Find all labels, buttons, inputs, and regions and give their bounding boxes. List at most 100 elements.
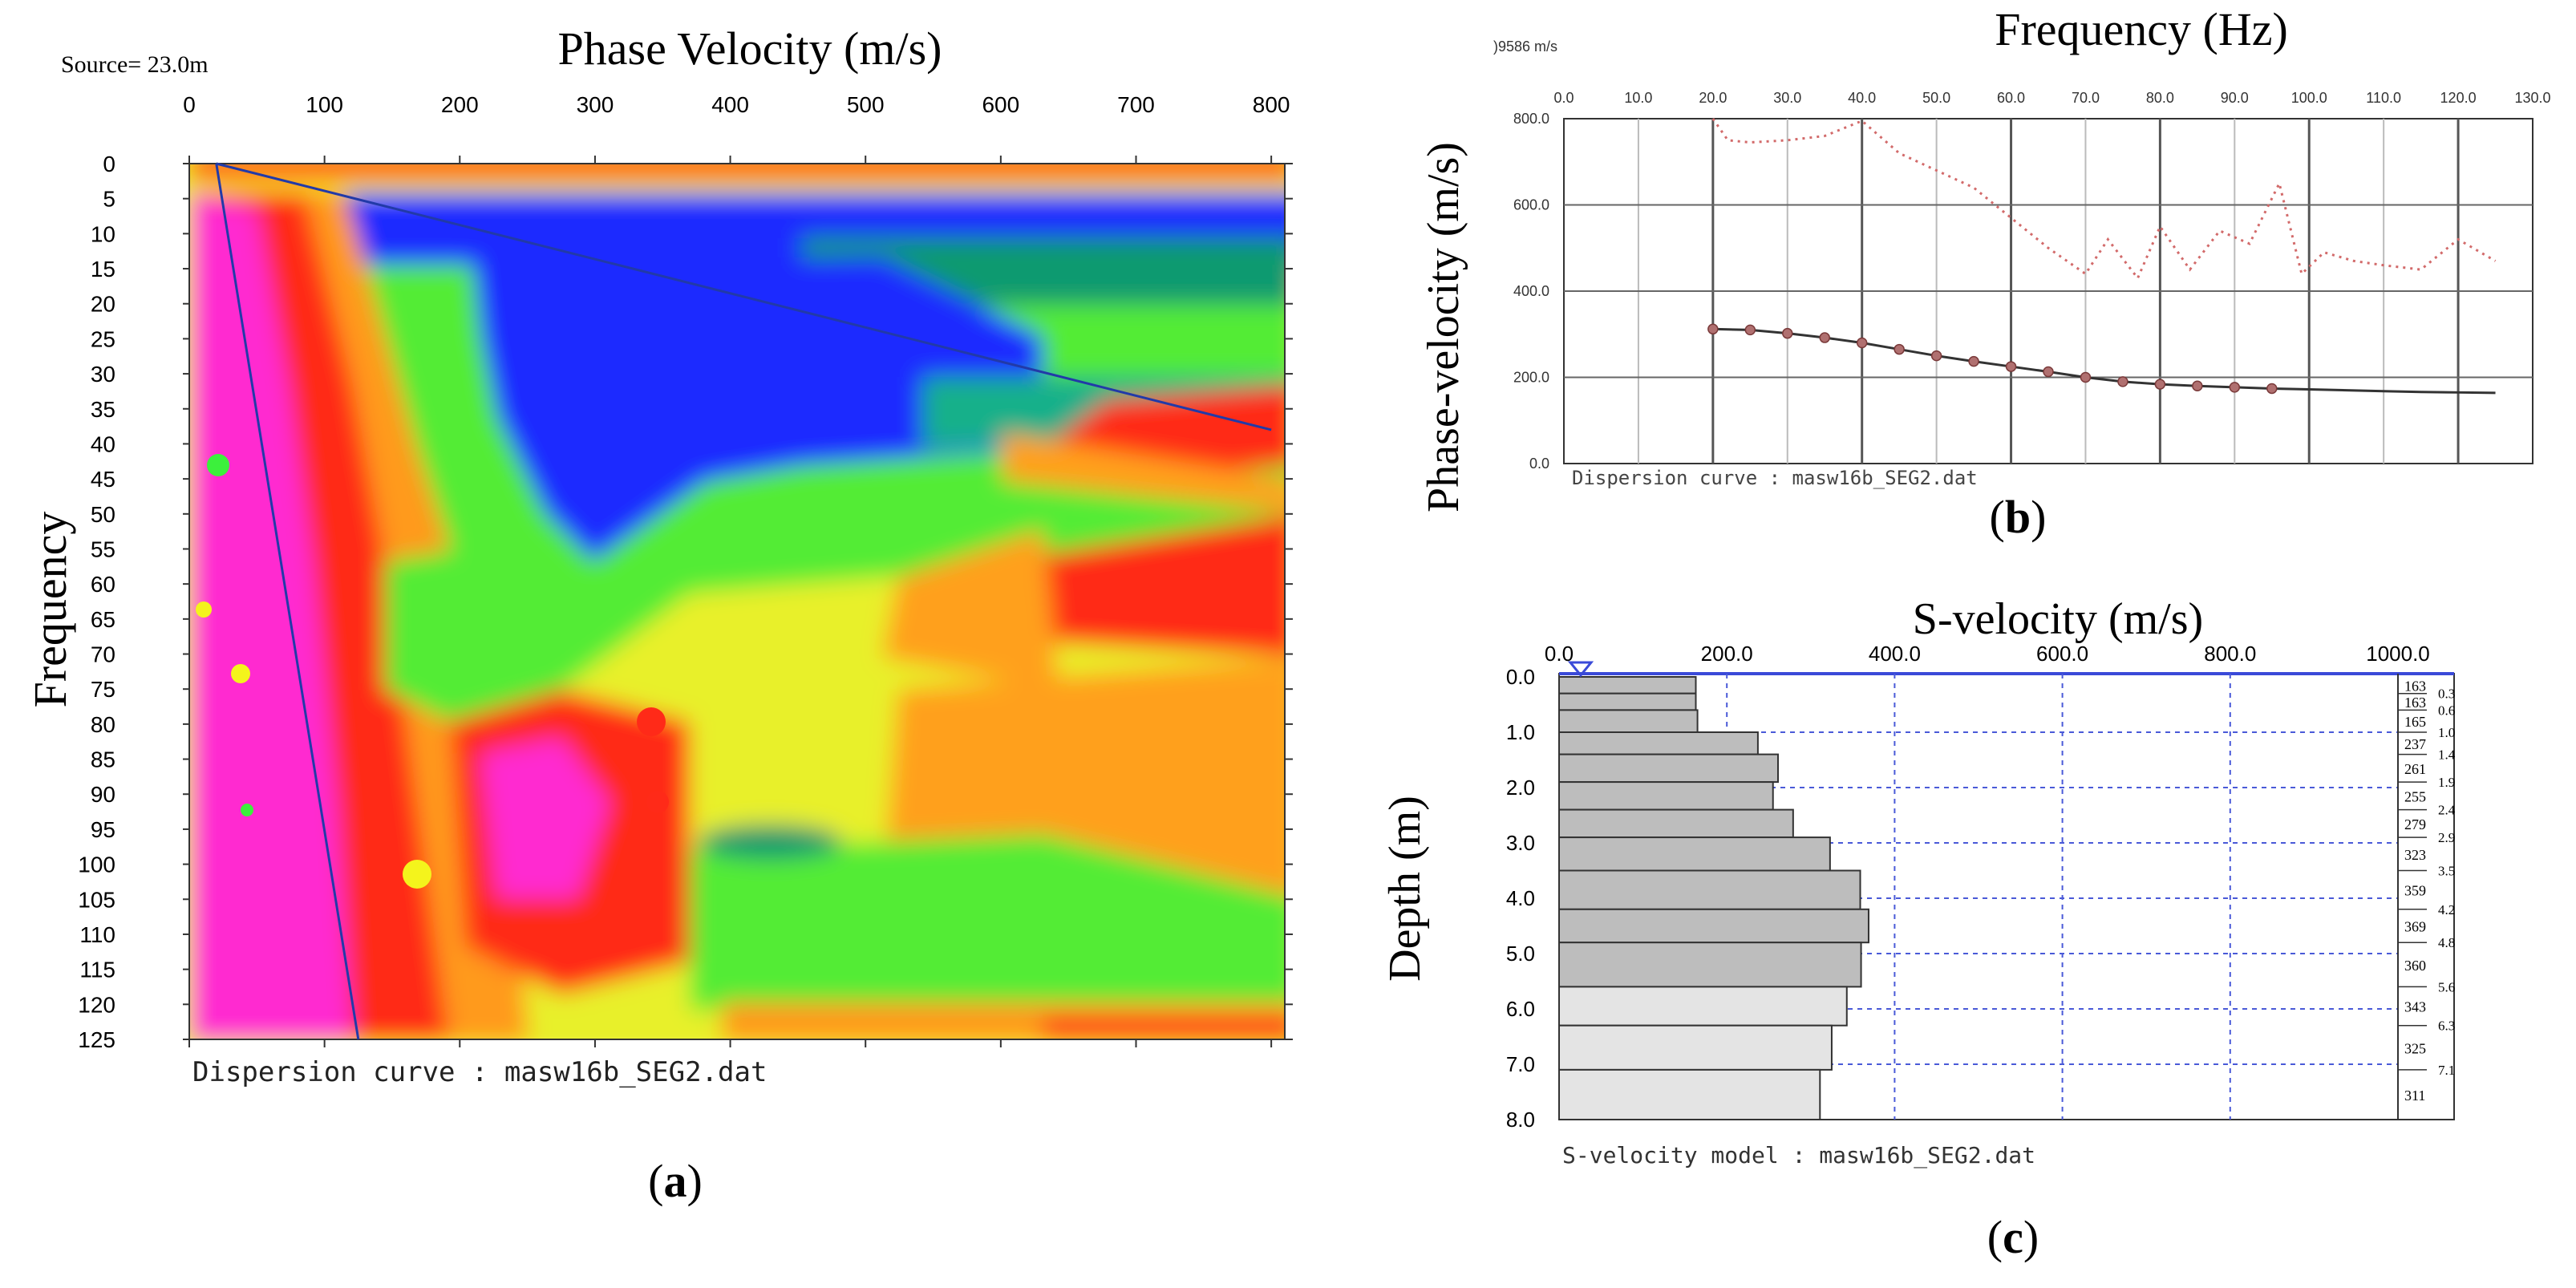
panel-b-corner-note: )9586 m/s bbox=[1493, 38, 1557, 55]
panel-b-label-close: ) bbox=[2031, 491, 2046, 543]
series-point bbox=[1707, 323, 1719, 335]
panel-a-label: (a) bbox=[648, 1155, 703, 1207]
x-tick-label: 700 bbox=[1117, 92, 1155, 117]
speckle-green-1 bbox=[207, 454, 229, 476]
panel-c-x-ticks: 0.0 200.0 400.0 600.0 800.0 1000.0 bbox=[1545, 642, 2430, 666]
layer-bar bbox=[1558, 986, 1848, 1027]
x-tick-label: 20.0 bbox=[1699, 90, 1727, 106]
panel-c-layers bbox=[1558, 676, 1869, 1121]
panel-a-label-letter: a bbox=[664, 1155, 687, 1207]
x-tick-label: 10.0 bbox=[1624, 90, 1652, 106]
x-tick-label: 40.0 bbox=[1848, 90, 1876, 106]
panel-a-label-open: ( bbox=[648, 1155, 663, 1207]
layer-velocity-label: 163 bbox=[2404, 678, 2426, 694]
y-tick-label: 30 bbox=[91, 362, 115, 387]
heat-bottom-red bbox=[1043, 1019, 1285, 1039]
y-tick-label: 20 bbox=[91, 292, 115, 317]
layer-velocity-label: 255 bbox=[2404, 788, 2426, 804]
panel-c-label-letter: c bbox=[2003, 1211, 2023, 1263]
y-tick-label: 120 bbox=[78, 992, 115, 1017]
y-tick-label: 80 bbox=[91, 712, 115, 737]
layer-velocity-label: 279 bbox=[2404, 816, 2426, 832]
x-tick-label: 600 bbox=[982, 92, 1019, 117]
panel-b-caption: Dispersion curve : masw16b_SEG2.dat bbox=[1572, 467, 1978, 489]
y-tick-label: 100 bbox=[78, 853, 115, 877]
x-tick-label: 400.0 bbox=[1869, 642, 1921, 666]
layer-depth-label: 2.4 bbox=[2438, 803, 2456, 818]
speckle-red-2 bbox=[646, 791, 669, 813]
heat-right-blob-green bbox=[698, 824, 842, 860]
series-solid bbox=[1712, 327, 2496, 395]
x-tick-label: 80.0 bbox=[2146, 90, 2174, 106]
series-point bbox=[2229, 382, 2241, 393]
x-tick-label: 130.0 bbox=[2514, 90, 2550, 106]
speckle-yellow-1 bbox=[196, 601, 212, 618]
layer-depth-label: 4.2 bbox=[2438, 902, 2455, 917]
series-point bbox=[1782, 327, 1793, 339]
heat-mid-green-zone bbox=[385, 545, 561, 722]
y-tick-label: 60 bbox=[91, 572, 115, 597]
x-tick-label: 90.0 bbox=[2221, 90, 2249, 106]
layer-velocity-label: 359 bbox=[2404, 883, 2426, 899]
overlay-line bbox=[216, 162, 1272, 431]
y-tick-label: 600.0 bbox=[1513, 197, 1549, 213]
panel-b-grid bbox=[1564, 119, 2533, 464]
y-tick-label: 0 bbox=[103, 152, 115, 176]
y-tick-label: 90 bbox=[91, 782, 115, 807]
y-tick-label: 40 bbox=[91, 431, 115, 456]
x-tick-label: 0.0 bbox=[1553, 90, 1574, 106]
y-tick-label: 110 bbox=[79, 922, 115, 947]
x-tick-label: 100 bbox=[306, 92, 343, 117]
y-tick-label: 800.0 bbox=[1513, 111, 1549, 127]
y-tick-label: 1.0 bbox=[1506, 720, 1535, 744]
panel-a-x-ticks: 0 100 200 300 400 500 600 700 800 bbox=[183, 92, 1290, 1047]
heat-blue-deep bbox=[473, 257, 1043, 561]
series-point bbox=[2080, 371, 2092, 383]
layer-bar bbox=[1558, 753, 1780, 784]
x-tick-label: 60.0 bbox=[1997, 90, 2025, 106]
layer-velocity-label: 325 bbox=[2404, 1040, 2426, 1056]
series-point bbox=[2266, 383, 2278, 395]
series-dotted bbox=[1711, 118, 2497, 281]
layer-depth-label: 0.6 bbox=[2438, 703, 2455, 718]
panel-b-dispersion-curve: Frequency (Hz) )9586 m/s Phase-velocity … bbox=[1419, 3, 2551, 543]
panel-a-overlay-lines bbox=[215, 162, 1272, 1040]
panel-c-y-ticks: 0.0 1.0 2.0 3.0 4.0 5.0 6.0 7.0 8.0 bbox=[1506, 665, 1535, 1132]
speckle-green-2 bbox=[241, 804, 253, 816]
panel-b-title: Frequency (Hz) bbox=[1995, 3, 2288, 55]
y-tick-label: 35 bbox=[91, 397, 115, 422]
x-tick-label: 50.0 bbox=[1922, 90, 1950, 106]
panel-c-layer-labels: 163 0.3 163 0.6 165 1.0 237 1.4 261 1.9 255 2.4 279 2… bbox=[2398, 678, 2456, 1104]
y-tick-label: 5.0 bbox=[1506, 942, 1535, 966]
series-point bbox=[1856, 337, 1868, 349]
speckle-yellow-3 bbox=[403, 860, 431, 889]
panel-c-label-close: ) bbox=[2023, 1211, 2039, 1263]
y-tick-label: 15 bbox=[91, 257, 115, 281]
layer-velocity-label: 237 bbox=[2404, 736, 2426, 752]
series-point bbox=[2117, 376, 2128, 387]
heat-top-yellow bbox=[189, 183, 1285, 194]
y-tick-label: 95 bbox=[91, 817, 115, 842]
y-tick-label: 65 bbox=[91, 607, 115, 632]
y-tick-label: 125 bbox=[78, 1027, 115, 1052]
x-tick-label: 1000.0 bbox=[2366, 642, 2430, 666]
x-tick-label: 400 bbox=[711, 92, 749, 117]
panel-c-caption: S-velocity model : masw16b_SEG2.dat bbox=[1562, 1142, 2035, 1169]
y-tick-label: 55 bbox=[91, 537, 115, 561]
heatmap-speckles bbox=[196, 454, 669, 889]
layer-depth-label: 4.8 bbox=[2438, 935, 2455, 950]
panel-b-y-ticks: 800.0 600.0 400.0 200.0 0.0 bbox=[1513, 111, 1549, 472]
panel-b-x-ticks: 0.0 10.0 20.0 30.0 40.0 50.0 60.0 70.0 80.0 90.0 1… bbox=[1553, 90, 2550, 106]
panel-c-ylabel: Depth (m) bbox=[1380, 796, 1430, 982]
layer-bar bbox=[1558, 692, 1697, 711]
y-tick-label: 2.0 bbox=[1506, 776, 1535, 800]
layer-velocity-label: 343 bbox=[2404, 999, 2426, 1015]
heat-lower-green bbox=[690, 834, 1285, 1011]
heat-mid-orange bbox=[882, 529, 1059, 690]
y-tick-label: 6.0 bbox=[1506, 997, 1535, 1021]
series-point bbox=[2043, 366, 2054, 378]
y-tick-label: 50 bbox=[91, 502, 115, 527]
y-tick-label: 8.0 bbox=[1506, 1108, 1535, 1132]
panel-c-s-velocity-model: S-velocity (m/s) Depth (m) 0.0 200.0 400.0… bbox=[1380, 594, 2456, 1263]
